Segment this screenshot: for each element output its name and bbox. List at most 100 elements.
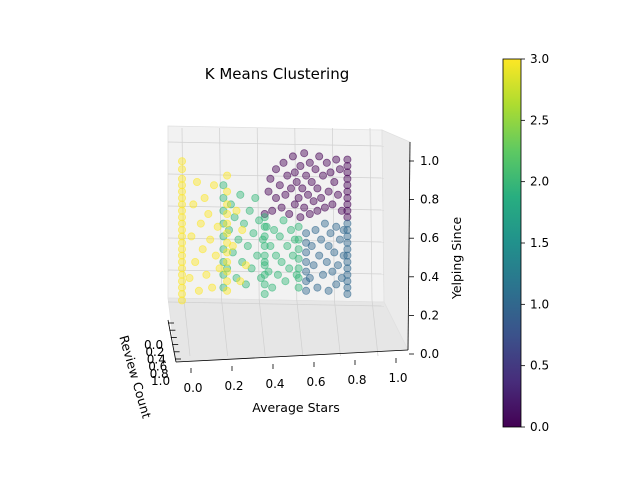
scatter-point-cluster-3 (215, 264, 224, 273)
scatter-point-cluster-1 (318, 270, 327, 279)
scatter-point-cluster-3 (223, 229, 232, 238)
scatter-point-cluster-0 (313, 184, 322, 193)
scatter-point-cluster-0 (318, 171, 327, 180)
scatter-point-cluster-0 (288, 152, 297, 161)
x-tick-label: 0.4 (265, 377, 284, 391)
scatter-point-cluster-2 (245, 206, 254, 215)
x-tick-label: 0.2 (224, 379, 243, 393)
x-tick-label: 0.8 (347, 373, 366, 387)
scatter-point-cluster-3 (187, 232, 196, 241)
scatter-point-cluster-2 (275, 232, 284, 241)
scatter-point-cluster-2 (260, 270, 269, 279)
scatter-point-cluster-2 (249, 229, 258, 238)
scatter-point-cluster-3 (177, 174, 186, 183)
scatter-point-cluster-3 (177, 270, 186, 279)
scatter-point-cluster-0 (300, 203, 309, 212)
scatter-point-cluster-0 (264, 187, 273, 196)
scatter-point-cluster-0 (300, 149, 309, 158)
grid-line-floor (221, 299, 228, 357)
scatter-point-cluster-0 (343, 213, 352, 222)
scatter-point-cluster-2 (294, 273, 303, 282)
scatter-point-cluster-0 (337, 206, 346, 215)
scatter-point-cluster-0 (324, 187, 333, 196)
scatter-point-cluster-1 (343, 283, 352, 292)
colorbar-ticks: 0.0 0.5 1.0 1.5 2.0 2.5 3.0 (521, 52, 549, 434)
scatter-point-cluster-2 (219, 181, 228, 190)
scatter-point-cluster-3 (192, 177, 201, 186)
scatter-point-cluster-3 (209, 181, 218, 190)
scatter-point-cluster-3 (177, 251, 186, 260)
y-tick-label: 0.4 (147, 352, 166, 366)
scatter-point-cluster-0 (290, 168, 299, 177)
z-tick-label: 0.2 (420, 308, 439, 322)
scatter-point-cluster-3 (228, 241, 237, 250)
scatter-point-cluster-1 (333, 261, 342, 270)
scatter-point-cluster-1 (313, 283, 322, 292)
scatter-point-cluster-0 (268, 206, 277, 215)
grid-line-z (167, 301, 385, 307)
y-tick-label: 0.0 (144, 338, 163, 352)
scatter-point-cluster-2 (286, 225, 295, 234)
scatter-point-cluster-3 (177, 193, 186, 202)
scatter-point-cluster-3 (223, 219, 232, 228)
chart-title: K Means Clustering (205, 65, 350, 83)
scatter-point-cluster-0 (283, 171, 292, 180)
scatter-point-cluster-0 (343, 174, 352, 183)
colorbar-tick-label: 2.0 (530, 175, 549, 189)
scatter-point-cluster-0 (343, 161, 352, 170)
scatter-point-cluster-3 (177, 232, 186, 241)
scatter-point-cluster-2 (234, 235, 243, 244)
scatter-point-cluster-1 (343, 232, 352, 241)
scatter-point-cluster-3 (177, 257, 186, 266)
scatter-point-cluster-3 (177, 277, 186, 286)
scatter-point-cluster-1 (343, 257, 352, 266)
scatter-point-cluster-3 (177, 283, 186, 292)
scatter-point-cluster-2 (294, 254, 303, 263)
scatter-point-cluster-0 (302, 171, 311, 180)
scatter-point-cluster-2 (294, 235, 303, 244)
scatter-point-cluster-3 (238, 225, 247, 234)
scatter-point-cluster-3 (223, 286, 232, 295)
scatter-point-cluster-1 (343, 219, 352, 228)
scatter-point-cluster-2 (273, 270, 282, 279)
scatter-point-cluster-0 (343, 200, 352, 209)
z-tick-label: 0.6 (420, 231, 439, 245)
scatter-point-cluster-1 (320, 219, 329, 228)
scatter-point-cluster-2 (271, 251, 280, 260)
scatter-point-cluster-3 (223, 267, 232, 276)
scatter-point-cluster-3 (241, 261, 250, 270)
scatter-point-cluster-2 (260, 289, 269, 298)
scatter-point-cluster-1 (322, 257, 331, 266)
scatter-point-cluster-1 (326, 229, 335, 238)
scatter-point-cluster-3 (196, 219, 205, 228)
colorbar-tick-label: 0.0 (530, 420, 549, 434)
scatter-point-cluster-1 (343, 225, 352, 234)
scatter-point-cluster-1 (328, 267, 337, 276)
scatter-point-cluster-0 (307, 177, 316, 186)
scatter-point-cluster-2 (281, 277, 290, 286)
scatter-point-cluster-1 (343, 238, 352, 247)
scatter-point-cluster-1 (332, 280, 341, 289)
scatter-point-cluster-0 (343, 168, 352, 177)
scatter-point-cluster-3 (223, 248, 232, 257)
scatter-point-cluster-3 (177, 213, 186, 222)
scatter-point-cluster-2 (260, 280, 269, 289)
scatter-point-cluster-3 (223, 257, 232, 266)
grid-line-z (167, 205, 385, 211)
scatter-point-cluster-0 (286, 184, 295, 193)
x-tick-label: 1.0 (388, 371, 407, 385)
scatter-point-cluster-1 (305, 273, 314, 282)
scatter-point-cluster-2 (260, 251, 269, 260)
scatter-point-cluster-0 (281, 190, 290, 199)
grid-line-z (167, 173, 385, 179)
colorbar-tick-label: 1.5 (530, 236, 549, 250)
z-tick-label: 0.8 (420, 193, 439, 207)
scatter-point-cluster-3 (208, 283, 217, 292)
scatter-point-cluster-2 (228, 248, 237, 257)
scatter-point-cluster-3 (177, 264, 186, 273)
colorbar-tick-label: 3.0 (530, 52, 549, 66)
scatter-point-cluster-0 (275, 181, 284, 190)
floor-pane (167, 297, 409, 363)
scatter-point-cluster-1 (324, 241, 333, 250)
scatter-point-cluster-2 (294, 264, 303, 273)
